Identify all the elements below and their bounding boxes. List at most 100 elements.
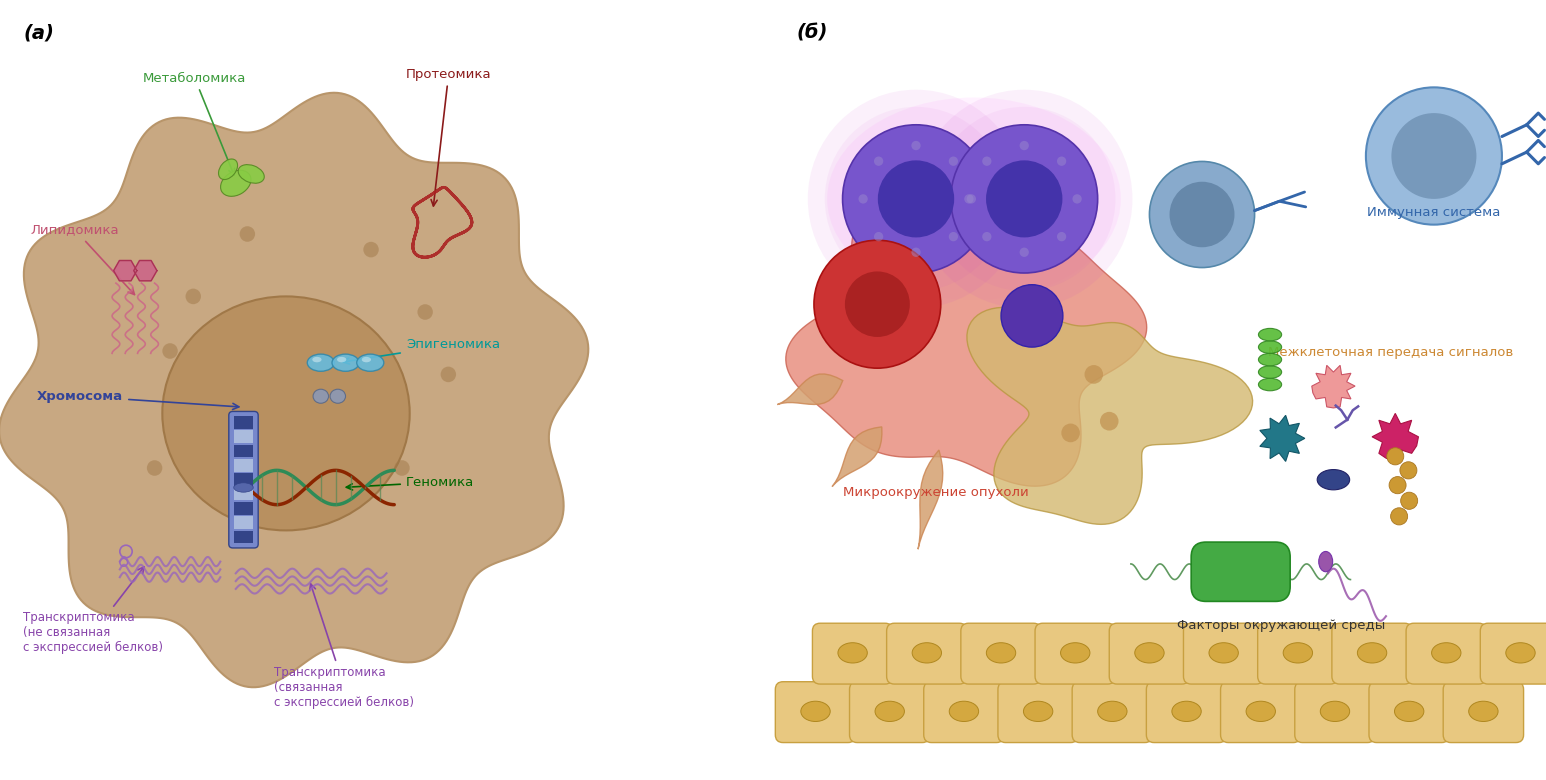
Circle shape [1401, 462, 1416, 479]
Text: Протеомика: Протеомика [407, 68, 492, 206]
Text: Транскриптомика
(связанная
с экспрессией белков): Транскриптомика (связанная с экспрессией… [275, 584, 414, 709]
FancyBboxPatch shape [962, 623, 1042, 684]
FancyBboxPatch shape [1073, 682, 1153, 743]
FancyBboxPatch shape [999, 682, 1079, 743]
Ellipse shape [838, 643, 867, 663]
Circle shape [826, 107, 1008, 291]
Ellipse shape [238, 165, 264, 183]
FancyBboxPatch shape [1407, 623, 1487, 684]
Circle shape [1073, 194, 1082, 204]
Ellipse shape [1258, 366, 1282, 378]
Circle shape [873, 157, 883, 166]
Text: Транскриптомика
(не связанная
с экспрессией белков): Транскриптомика (не связанная с экспресс… [23, 567, 164, 654]
Circle shape [846, 271, 909, 337]
Circle shape [240, 226, 255, 242]
Text: Геномика: Геномика [346, 476, 475, 490]
Text: Эпигеномика: Эпигеномика [343, 339, 499, 364]
Polygon shape [0, 93, 589, 687]
Ellipse shape [875, 701, 904, 722]
Polygon shape [113, 261, 138, 281]
Circle shape [949, 157, 959, 166]
Circle shape [1020, 247, 1030, 257]
Ellipse shape [1317, 470, 1350, 490]
FancyBboxPatch shape [229, 412, 258, 548]
Circle shape [1101, 412, 1119, 431]
Bar [235, 530, 254, 543]
Ellipse shape [1098, 701, 1127, 722]
Circle shape [186, 289, 201, 304]
Ellipse shape [337, 356, 346, 362]
Circle shape [986, 161, 1062, 237]
Circle shape [966, 194, 976, 204]
Ellipse shape [912, 643, 942, 663]
Circle shape [1387, 448, 1404, 465]
Text: Липидомика: Липидомика [31, 224, 135, 295]
FancyBboxPatch shape [1258, 623, 1339, 684]
Circle shape [441, 367, 456, 382]
Circle shape [815, 240, 940, 368]
Ellipse shape [332, 354, 359, 371]
Polygon shape [785, 200, 1147, 486]
FancyBboxPatch shape [1184, 623, 1265, 684]
Circle shape [1057, 232, 1067, 241]
Bar [235, 502, 254, 515]
Polygon shape [966, 307, 1252, 524]
Circle shape [1020, 141, 1030, 151]
Ellipse shape [1246, 701, 1275, 722]
Ellipse shape [1135, 643, 1164, 663]
Ellipse shape [1394, 701, 1424, 722]
Circle shape [912, 247, 921, 257]
Text: Факторы окружающей среды: Факторы окружающей среды [1177, 619, 1385, 632]
FancyBboxPatch shape [1221, 682, 1302, 743]
Bar [235, 445, 254, 457]
Circle shape [1401, 492, 1418, 509]
Ellipse shape [1319, 551, 1333, 572]
Circle shape [1391, 508, 1408, 525]
Text: Иммунная система: Иммунная система [1367, 206, 1500, 218]
Bar [235, 516, 254, 529]
FancyBboxPatch shape [813, 623, 894, 684]
Bar [235, 488, 254, 501]
Ellipse shape [357, 354, 383, 371]
FancyBboxPatch shape [887, 623, 968, 684]
Polygon shape [133, 261, 158, 281]
Ellipse shape [312, 389, 328, 403]
Bar [235, 431, 254, 443]
FancyBboxPatch shape [1370, 682, 1450, 743]
FancyBboxPatch shape [850, 682, 931, 743]
Circle shape [965, 194, 974, 204]
Circle shape [147, 460, 162, 476]
FancyBboxPatch shape [776, 682, 856, 743]
FancyBboxPatch shape [1192, 542, 1291, 601]
Circle shape [843, 125, 989, 273]
FancyBboxPatch shape [1333, 623, 1413, 684]
Circle shape [873, 232, 883, 241]
Circle shape [949, 232, 959, 241]
Polygon shape [778, 374, 843, 405]
Bar [235, 417, 254, 429]
Circle shape [912, 141, 921, 151]
Polygon shape [918, 450, 943, 549]
Ellipse shape [233, 483, 254, 492]
Circle shape [878, 161, 954, 237]
Circle shape [394, 460, 410, 476]
FancyBboxPatch shape [1444, 682, 1524, 743]
Circle shape [982, 232, 991, 241]
Circle shape [1150, 161, 1255, 268]
Ellipse shape [986, 643, 1016, 663]
Circle shape [1057, 157, 1067, 166]
Ellipse shape [949, 701, 979, 722]
Circle shape [809, 90, 1023, 308]
Circle shape [1367, 87, 1503, 225]
Ellipse shape [331, 389, 346, 403]
Circle shape [1085, 365, 1104, 384]
Circle shape [1170, 182, 1235, 247]
Polygon shape [1373, 413, 1419, 460]
Ellipse shape [1320, 701, 1350, 722]
Ellipse shape [218, 159, 238, 179]
Circle shape [915, 90, 1132, 308]
FancyBboxPatch shape [1147, 682, 1228, 743]
Ellipse shape [1258, 378, 1282, 391]
Text: Микроокружение опухоли: Микроокружение опухоли [843, 487, 1028, 499]
Text: Межклеточная передача сигналов: Межклеточная передача сигналов [1268, 346, 1514, 359]
